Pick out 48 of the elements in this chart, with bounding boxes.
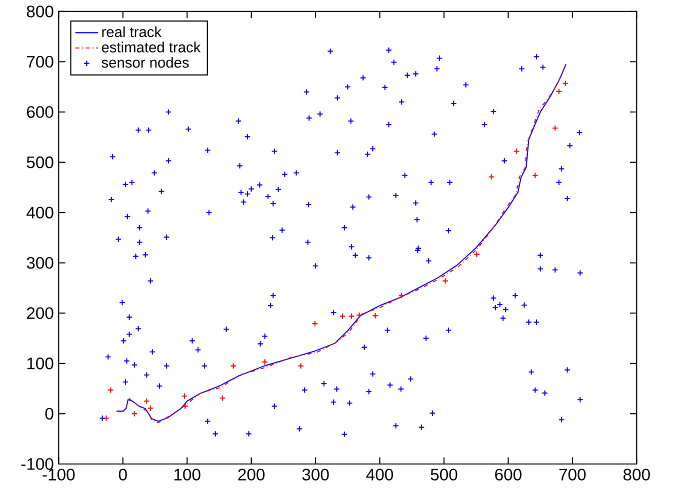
point [131, 410, 138, 417]
y-tick-label: 800 [26, 6, 54, 18]
point [262, 358, 268, 366]
point [532, 172, 538, 179]
point [348, 312, 355, 320]
point [182, 402, 188, 410]
y-tick-label: 700 [27, 56, 54, 68]
x-tick-label: 300 [302, 468, 329, 480]
point [107, 386, 114, 394]
x-tick-label: 200 [238, 468, 265, 480]
y-tick-label: 200 [26, 307, 54, 320]
x-tick-label: 800 [623, 468, 650, 480]
point [147, 404, 154, 412]
point [552, 124, 558, 132]
point [513, 148, 520, 154]
point [219, 394, 226, 402]
point [102, 415, 110, 422]
y-tick-label: 100 [27, 358, 54, 370]
x-tick-label: 400 [366, 468, 394, 480]
x-tick-label: -100 [42, 468, 75, 480]
point [474, 251, 480, 258]
point [298, 362, 304, 370]
point [398, 292, 405, 299]
point [356, 312, 362, 318]
legend-label: sensor nodes [102, 56, 189, 68]
point [339, 312, 346, 320]
point [230, 362, 237, 370]
x-tick-label: 700 [559, 468, 586, 480]
y-tick-label: 300 [26, 256, 54, 269]
point [442, 278, 448, 284]
point [562, 80, 569, 87]
legend-label: real track [102, 26, 162, 38]
x-tick-label: 600 [495, 468, 522, 480]
x-tick-label: 500 [430, 468, 458, 480]
point [181, 392, 188, 400]
point [372, 312, 378, 319]
x-tick-label: 0 [118, 468, 127, 480]
legend-label: estimated track [102, 42, 201, 52]
y-tick-label: 600 [26, 106, 54, 118]
point [143, 398, 150, 404]
point [488, 174, 495, 180]
y-tick-label: 400 [26, 206, 54, 218]
point [556, 88, 562, 95]
y-tick-label: 500 [26, 156, 54, 168]
point [312, 320, 318, 327]
x-tick-label: 100 [174, 468, 200, 480]
y-tick-label: -100 [21, 458, 54, 470]
y-tick-label: 0 [45, 408, 54, 420]
